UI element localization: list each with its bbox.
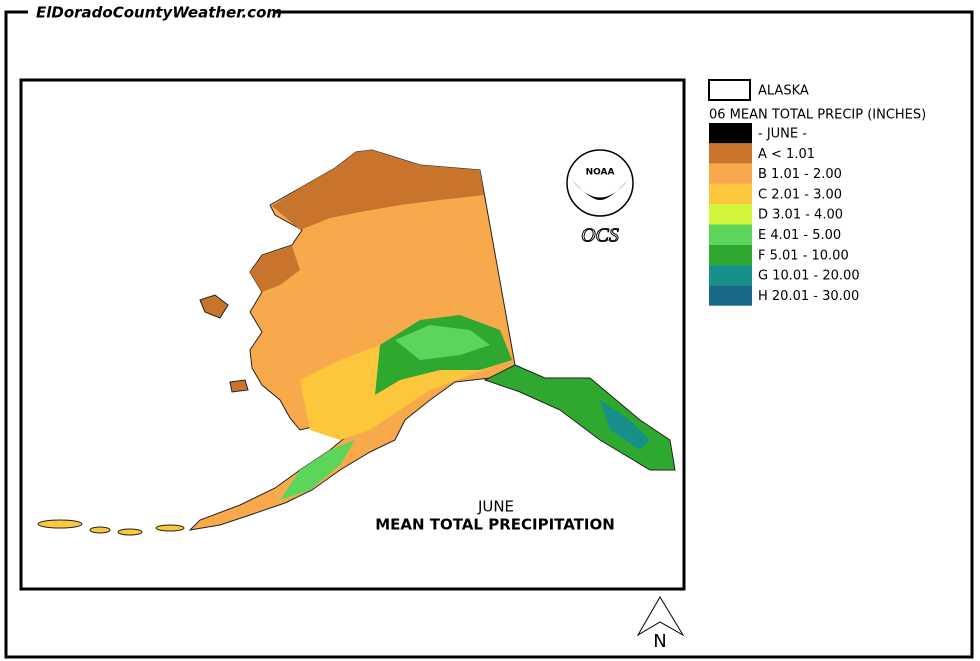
legend-swatch: [709, 204, 752, 225]
range-inner: [395, 325, 490, 360]
panhandle-wet: [600, 400, 650, 450]
outer-frame: [4, 10, 974, 659]
legend-swatch: [709, 265, 752, 286]
peninsula-wet: [280, 440, 355, 500]
panhandle: [483, 364, 676, 471]
legend-swatch: [709, 143, 752, 164]
legend-swatch: [709, 285, 752, 306]
seward-zone: [250, 246, 300, 292]
legend-boundary: ALASKA: [758, 84, 809, 99]
map-month: JUNE: [477, 498, 514, 516]
north-slope: [272, 150, 484, 230]
island: [117, 528, 143, 536]
legend-label: D 3.01 - 4.00: [758, 208, 843, 223]
legend-label: B 1.01 - 2.00: [758, 167, 842, 182]
legend-swatch: [709, 224, 752, 245]
logo-top: NOAA: [586, 168, 615, 178]
island: [199, 294, 229, 319]
map-title: MEAN TOTAL PRECIPITATION: [375, 516, 615, 534]
legend-swatch: [709, 244, 752, 266]
legend-label: E 4.01 - 5.00: [758, 228, 841, 243]
island: [229, 379, 249, 393]
legend-title: 06 MEAN TOTAL PRECIP (INCHES): [709, 108, 926, 123]
north-label: N: [653, 631, 666, 652]
legend-swatch: [709, 183, 752, 205]
legend-label: A < 1.01: [758, 147, 815, 162]
legend-items: - JUNE - A < 1.01 B 1.01 - 2.00 C 2.01 - 3.…: [709, 123, 860, 306]
legend-swatch: [709, 163, 752, 184]
boundary-swatch: [708, 79, 751, 101]
legend-label: H 20.01 - 30.00: [758, 289, 859, 304]
island: [89, 526, 111, 534]
island: [155, 524, 185, 532]
header-bg: [28, 2, 274, 24]
legend-label: - JUNE -: [758, 127, 807, 142]
island: [37, 519, 83, 529]
legend-swatch: [709, 123, 752, 144]
site-name: ElDoradoCountyWeather.com: [36, 4, 282, 22]
noaa-logo: [566, 149, 634, 217]
legend-label: C 2.01 - 3.00: [758, 187, 842, 202]
legend-label: F 5.01 - 10.00: [758, 248, 849, 263]
north-arrow: [636, 596, 685, 637]
alaska-map: [37, 149, 676, 536]
logo-bottom: OCS: [581, 225, 619, 247]
legend-label: G 10.01 - 20.00: [758, 269, 860, 284]
